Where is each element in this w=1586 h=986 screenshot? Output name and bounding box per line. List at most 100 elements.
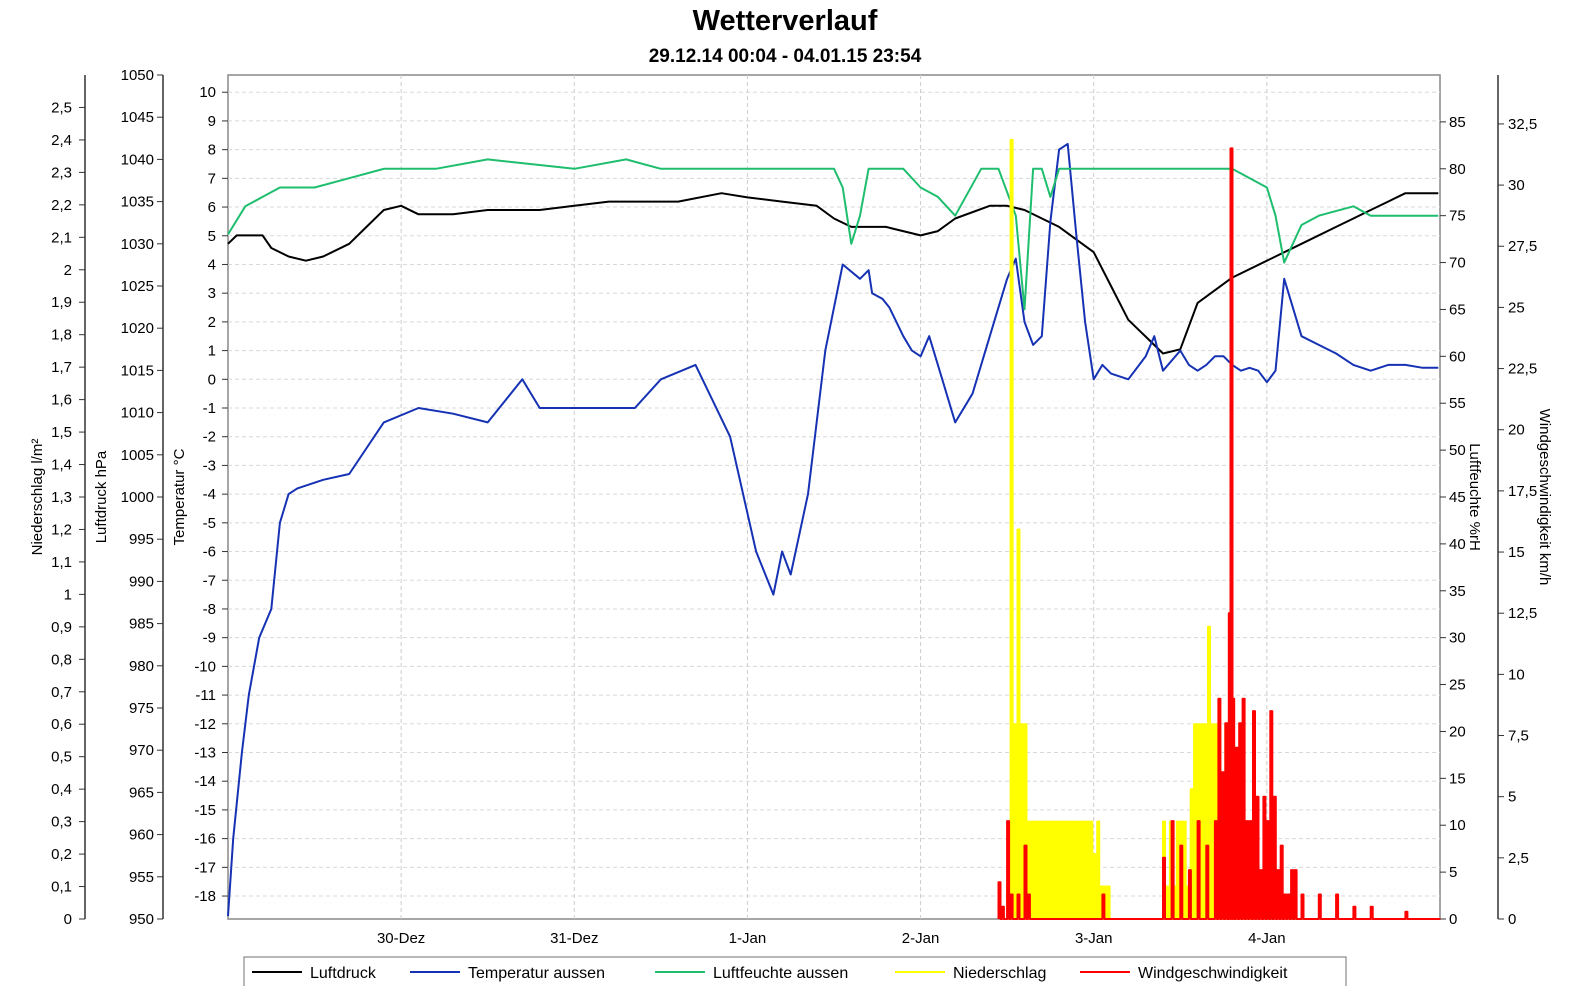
temperatur-tick-label: -15 xyxy=(194,802,216,819)
luftdruck-tick-label: 1050 xyxy=(121,67,154,84)
temperatur-tick-label: 8 xyxy=(208,142,216,159)
luftfeuchte-tick-label: 35 xyxy=(1449,583,1466,600)
luftdruck-tick-label: 950 xyxy=(129,911,154,928)
temperatur-tick-label: -17 xyxy=(194,859,216,876)
temperatur-tick-label: -6 xyxy=(203,544,216,561)
niederschlag-tick-label: 0,5 xyxy=(51,749,72,766)
wind-tick-label: 30 xyxy=(1508,177,1525,194)
niederschlag-tick-label: 1,8 xyxy=(51,327,72,344)
temperatur-tick-label: 7 xyxy=(208,170,216,187)
wind-axis-title: Windgeschwindigkeit km/h xyxy=(1536,409,1553,586)
luftdruck-tick-label: 1045 xyxy=(121,109,154,126)
luftfeuchte-tick-label: 30 xyxy=(1449,630,1466,647)
luftdruck-tick-label: 1015 xyxy=(121,362,154,379)
luftfeuchte-tick-label: 15 xyxy=(1449,770,1466,787)
niederschlag-tick-label: 0,4 xyxy=(51,781,72,798)
niederschlag-axis-title: Niederschlag l/m² xyxy=(29,439,46,556)
x-tick-label: 2-Jan xyxy=(902,930,940,947)
series-luftfeuchte-aussen xyxy=(227,158,1439,311)
temperatur-tick-label: 4 xyxy=(208,256,216,273)
wind-tick-label: 27,5 xyxy=(1508,238,1537,255)
luftfeuchte-tick-label: 85 xyxy=(1449,114,1466,131)
luftdruck-tick-label: 1030 xyxy=(121,236,154,253)
niederschlag-tick-label: 0,3 xyxy=(51,814,72,831)
wind-tick-label: 10 xyxy=(1508,666,1525,683)
luftdruck-tick-label: 955 xyxy=(129,869,154,886)
temperatur-tick-label: -13 xyxy=(194,744,216,761)
niederschlag-tick-label: 1,4 xyxy=(51,457,72,474)
wind-tick-label: 17,5 xyxy=(1508,483,1537,500)
niederschlag-tick-label: 2,1 xyxy=(51,229,72,246)
luftfeuchte-tick-label: 10 xyxy=(1449,817,1466,834)
luftfeuchte-tick-label: 75 xyxy=(1449,208,1466,225)
niederschlag-tick-label: 1,6 xyxy=(51,392,72,409)
x-tick-label: 4-Jan xyxy=(1248,930,1286,947)
chart-title: Wetterverlauf xyxy=(693,5,878,37)
luftfeuchte-tick-label: 70 xyxy=(1449,255,1466,272)
temperatur-tick-label: 9 xyxy=(208,113,216,130)
wind-tick-label: 0 xyxy=(1508,911,1516,928)
niederschlag-tick-label: 0,8 xyxy=(51,651,72,668)
niederschlag-tick-label: 1 xyxy=(64,586,72,603)
x-tick-label: 31-Dez xyxy=(550,930,598,947)
wind-tick-label: 7,5 xyxy=(1508,728,1529,745)
luftdruck-tick-label: 1005 xyxy=(121,447,154,464)
niederschlag-tick-label: 0,7 xyxy=(51,684,72,701)
temperatur-tick-label: -18 xyxy=(194,888,216,905)
temperatur-tick-label: -7 xyxy=(203,572,216,589)
luftfeuchte-tick-label: 25 xyxy=(1449,677,1466,694)
niederschlag-tick-label: 0,6 xyxy=(51,716,72,733)
niederschlag-tick-label: 1,1 xyxy=(51,554,72,571)
temperatur-tick-label: 10 xyxy=(199,84,216,101)
luftdruck-tick-label: 1020 xyxy=(121,320,154,337)
luftdruck-tick-label: 995 xyxy=(129,531,154,548)
series-windgeschwindigkeit xyxy=(997,147,1441,920)
luftdruck-tick-label: 1025 xyxy=(121,278,154,295)
luftfeuchte-tick-label: 60 xyxy=(1449,348,1466,365)
luftdruck-axis-title: Luftdruck hPa xyxy=(93,450,110,543)
temperatur-tick-label: 0 xyxy=(208,371,216,388)
plot-area xyxy=(227,74,1441,920)
legend-label: Luftfeuchte aussen xyxy=(713,965,848,982)
niederschlag-tick-label: 2 xyxy=(64,262,72,279)
temperatur-tick-label: -11 xyxy=(195,687,216,704)
legend: Luftdruck Temperatur aussen Luftfeuchte au… xyxy=(243,956,1347,986)
niederschlag-tick-label: 2,5 xyxy=(51,99,72,116)
temperatur-tick-label: 6 xyxy=(208,199,216,216)
luftdruck-tick-label: 990 xyxy=(129,573,154,590)
temperatur-tick-label: -8 xyxy=(203,601,216,618)
luftdruck-tick-label: 975 xyxy=(129,700,154,717)
wind-tick-label: 20 xyxy=(1508,422,1525,439)
luftdruck-tick-label: 1035 xyxy=(121,194,154,211)
luftdruck-tick-label: 1010 xyxy=(121,405,154,422)
niederschlag-tick-label: 1,5 xyxy=(51,424,72,441)
temperatur-tick-label: -16 xyxy=(194,831,216,848)
niederschlag-tick-label: 1,9 xyxy=(51,294,72,311)
series-luftdruck xyxy=(227,192,1439,355)
wind-tick-label: 25 xyxy=(1508,299,1525,316)
temperatur-tick-label: 1 xyxy=(208,343,216,360)
temperatur-tick-label: -3 xyxy=(203,457,216,474)
x-tick-label: 1-Jan xyxy=(729,930,767,947)
temperatur-tick-label: -4 xyxy=(203,486,216,503)
legend-label: Niederschlag xyxy=(953,965,1046,982)
x-tick-label: 30-Dez xyxy=(377,930,425,947)
luftfeuchte-tick-label: 80 xyxy=(1449,161,1466,178)
wind-tick-label: 2,5 xyxy=(1508,850,1529,867)
luftdruck-tick-label: 970 xyxy=(129,742,154,759)
temperatur-tick-label: -10 xyxy=(194,658,216,675)
temperatur-tick-label: -5 xyxy=(203,515,216,532)
chart-subtitle: 29.12.14 00:04 - 04.01.15 23:54 xyxy=(649,46,922,67)
wind-tick-label: 32,5 xyxy=(1508,116,1537,133)
luftdruck-tick-label: 965 xyxy=(129,784,154,801)
wind-tick-label: 15 xyxy=(1508,544,1525,561)
luftdruck-tick-label: 1040 xyxy=(121,151,154,168)
luftfeuchte-tick-label: 55 xyxy=(1449,395,1466,412)
series-temperatur-aussen xyxy=(227,142,1439,917)
luftdruck-tick-label: 980 xyxy=(129,658,154,675)
luftfeuchte-tick-label: 20 xyxy=(1449,723,1466,740)
temperatur-tick-label: 3 xyxy=(208,285,216,302)
niederschlag-tick-label: 0,1 xyxy=(51,879,72,896)
temperatur-axis-title: Temperatur °C xyxy=(171,448,188,545)
